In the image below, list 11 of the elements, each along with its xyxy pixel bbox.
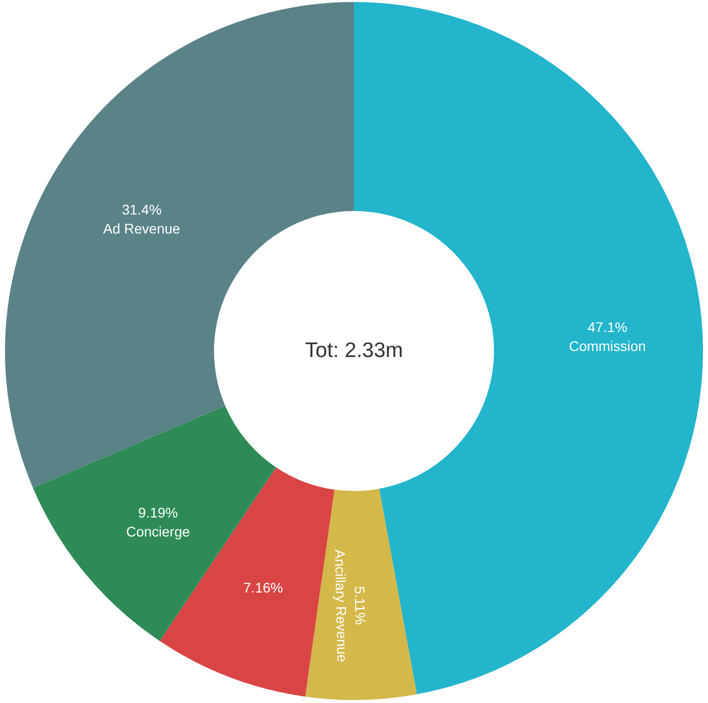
data-label: 7.16% <box>243 580 283 596</box>
donut-slice <box>305 488 417 700</box>
data-label: 47.1% <box>588 318 628 335</box>
text: Tot: 2.33m <box>304 339 404 362</box>
slice-label: Concierge <box>126 523 190 540</box>
slice-label: Ancillary Revenue <box>332 549 350 663</box>
slice-label: Commission <box>568 338 646 354</box>
data-label: 5.11% <box>352 586 369 625</box>
data-label: 9.19% <box>138 504 178 520</box>
data-label: 31.4% <box>122 202 162 218</box>
slice-label: Ad Revenue <box>103 220 180 237</box>
